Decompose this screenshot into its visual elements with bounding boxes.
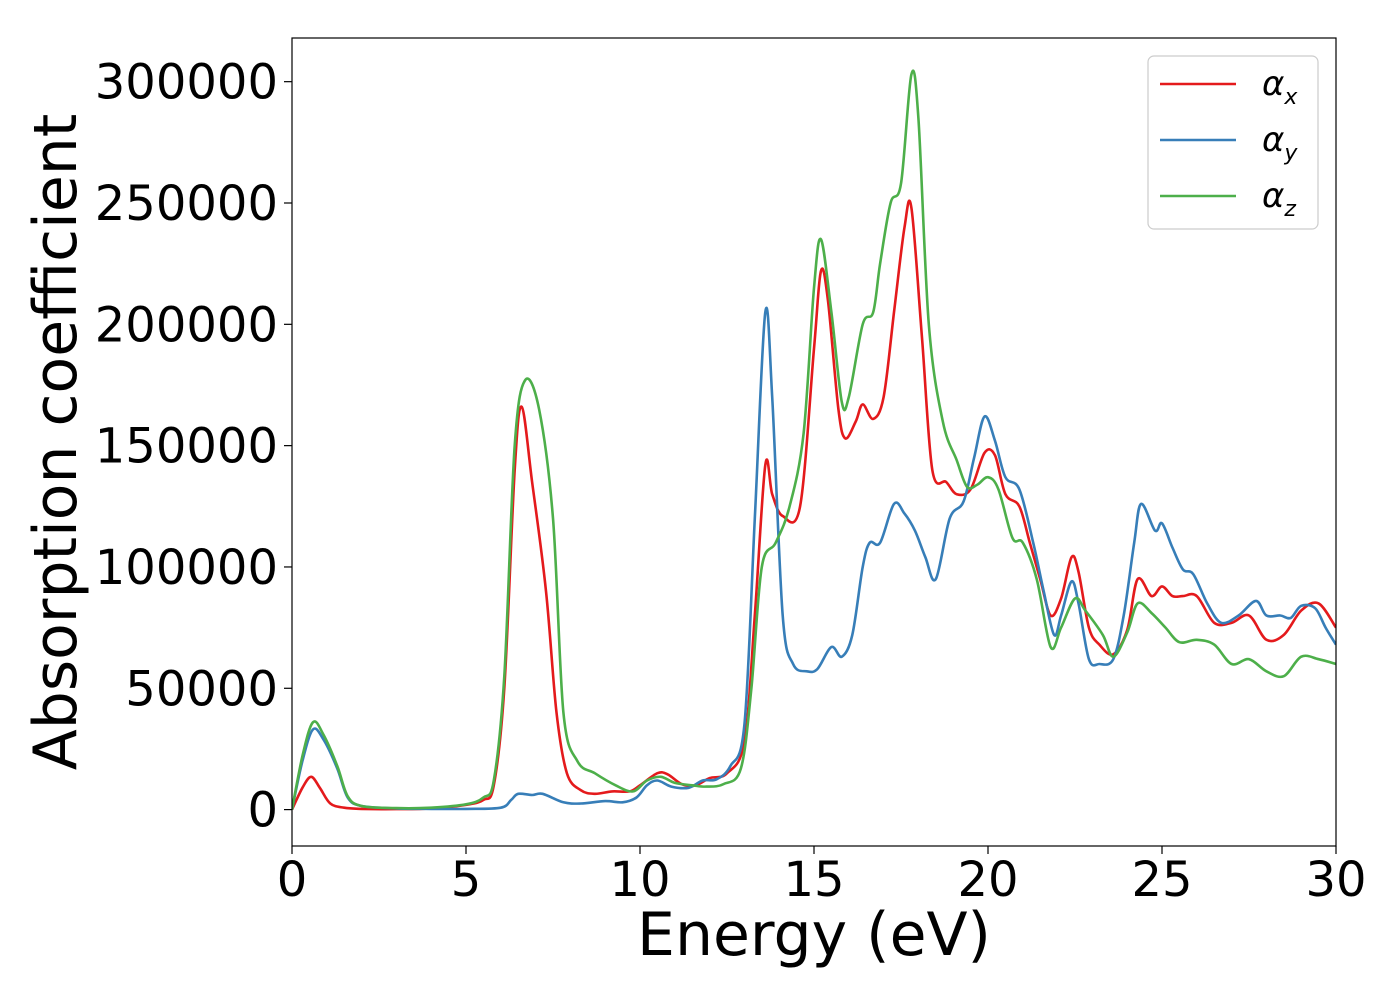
x-tick-label: 25 [1131,852,1192,908]
x-tick-label: 5 [451,852,482,908]
y-tick-label: 50000 [125,661,278,717]
y-tick-label: 300000 [95,55,278,111]
y-tick-label: 200000 [95,297,278,353]
x-axis: 0 5 10 15 20 25 30 [277,846,1367,908]
y-tick-label: 150000 [95,419,278,475]
series-layer [292,69,1336,811]
y-tick-label: 250000 [95,176,278,232]
y-axis: 0 50000 100000 150000 200000 250000 300000 [95,55,292,839]
series-line-z [292,69,1336,810]
legend-label-x: αx [1262,64,1298,110]
x-tick-label: 15 [783,852,844,908]
legend-label-y: αy [1262,120,1298,166]
y-tick-label: 0 [247,783,278,839]
legend-label-z: αz [1262,176,1296,222]
x-tick-label: 0 [277,852,308,908]
x-tick-label: 20 [957,852,1018,908]
x-axis-title: Energy (eV) [637,900,991,970]
legend: αx αy αz [1147,55,1319,230]
legend-frame [1147,55,1319,230]
y-tick-label: 100000 [95,540,278,596]
y-axis-title: Absorption coefficient [21,114,91,771]
x-tick-label: 30 [1305,852,1366,908]
x-tick-label: 10 [609,852,670,908]
series-line-y [292,306,1336,811]
